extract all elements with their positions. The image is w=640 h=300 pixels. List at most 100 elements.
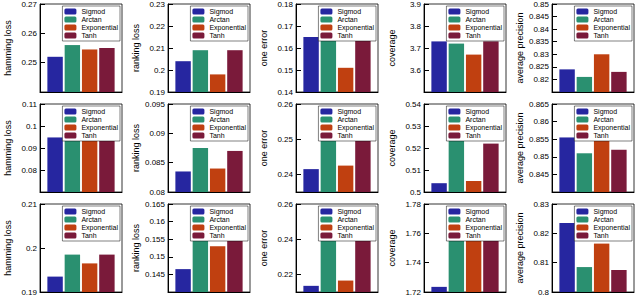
svg-text:0.08: 0.08: [149, 188, 165, 197]
svg-text:0.52: 0.52: [405, 144, 421, 153]
svg-text:average precision: average precision: [515, 112, 525, 183]
svg-text:Tanh: Tanh: [81, 32, 96, 39]
svg-text:0.21: 0.21: [21, 200, 37, 209]
svg-text:ranking loss: ranking loss: [131, 123, 141, 172]
svg-text:0.26: 0.26: [21, 29, 37, 38]
svg-text:hamming loss: hamming loss: [3, 220, 13, 276]
svg-text:Exponential: Exponential: [81, 24, 118, 32]
svg-text:0.09: 0.09: [21, 144, 37, 153]
svg-text:0.27: 0.27: [21, 0, 37, 9]
svg-text:Sigmod: Sigmod: [337, 8, 361, 16]
svg-text:Tanh: Tanh: [209, 232, 224, 239]
svg-text:0.85: 0.85: [533, 0, 549, 9]
svg-text:3.7: 3.7: [410, 44, 422, 53]
svg-text:0.145: 0.145: [145, 270, 166, 279]
svg-text:1.78: 1.78: [405, 200, 421, 209]
svg-text:Exponential: Exponential: [209, 224, 246, 232]
svg-text:Sigmod: Sigmod: [337, 208, 361, 216]
svg-text:Arctan: Arctan: [81, 16, 101, 23]
svg-text:Tanh: Tanh: [81, 232, 96, 239]
svg-text:0.19: 0.19: [149, 88, 165, 97]
svg-text:0.825: 0.825: [529, 62, 550, 71]
svg-text:Tanh: Tanh: [209, 32, 224, 39]
svg-text:Tanh: Tanh: [593, 132, 608, 139]
svg-text:Exponential: Exponential: [337, 24, 374, 32]
svg-text:Arctan: Arctan: [81, 116, 101, 123]
svg-text:Tanh: Tanh: [337, 132, 352, 139]
svg-text:coverage: coverage: [387, 229, 397, 266]
svg-text:0.23: 0.23: [149, 0, 165, 9]
svg-text:0.2: 0.2: [26, 244, 38, 253]
svg-text:0.15: 0.15: [149, 252, 165, 261]
svg-text:3.8: 3.8: [410, 22, 422, 31]
svg-text:Exponential: Exponential: [209, 24, 246, 32]
svg-text:0.25: 0.25: [277, 135, 293, 144]
svg-text:one error: one error: [259, 30, 269, 67]
svg-text:0.085: 0.085: [145, 158, 166, 167]
svg-text:Exponential: Exponential: [465, 24, 502, 32]
svg-text:Arctan: Arctan: [209, 216, 229, 223]
svg-text:Arctan: Arctan: [465, 116, 485, 123]
svg-text:Tanh: Tanh: [209, 132, 224, 139]
svg-text:0.5: 0.5: [410, 188, 422, 197]
svg-text:Sigmod: Sigmod: [81, 8, 105, 16]
svg-text:Sigmod: Sigmod: [593, 8, 617, 16]
svg-text:0.86: 0.86: [533, 117, 549, 126]
svg-text:0.15: 0.15: [277, 66, 293, 75]
svg-text:Sigmod: Sigmod: [209, 8, 233, 16]
svg-text:Arctan: Arctan: [465, 216, 485, 223]
svg-text:Arctan: Arctan: [593, 216, 613, 223]
svg-text:0.18: 0.18: [277, 0, 293, 9]
svg-text:0.82: 0.82: [533, 229, 549, 238]
svg-text:0.165: 0.165: [145, 200, 166, 209]
svg-text:0.08: 0.08: [21, 166, 37, 175]
svg-text:Tanh: Tanh: [465, 32, 480, 39]
svg-text:0.84: 0.84: [533, 25, 549, 34]
svg-text:Tanh: Tanh: [465, 132, 480, 139]
svg-text:0.2: 0.2: [154, 66, 166, 75]
svg-text:Exponential: Exponential: [465, 224, 502, 232]
svg-text:0.835: 0.835: [529, 37, 550, 46]
svg-text:3.9: 3.9: [410, 0, 422, 9]
svg-text:0.83: 0.83: [533, 200, 549, 209]
svg-text:hamming loss: hamming loss: [3, 20, 13, 76]
svg-text:Tanh: Tanh: [593, 32, 608, 39]
svg-text:hamming loss: hamming loss: [3, 120, 13, 176]
svg-text:0.845: 0.845: [529, 12, 550, 21]
svg-text:0.095: 0.095: [145, 100, 166, 109]
svg-text:0.1: 0.1: [26, 122, 38, 131]
svg-text:Tanh: Tanh: [337, 232, 352, 239]
svg-text:0.17: 0.17: [277, 22, 293, 31]
svg-text:ranking loss: ranking loss: [131, 23, 141, 72]
svg-text:Sigmod: Sigmod: [593, 208, 617, 216]
svg-text:ranking loss: ranking loss: [131, 223, 141, 272]
svg-text:Arctan: Arctan: [593, 116, 613, 123]
svg-text:Tanh: Tanh: [593, 232, 608, 239]
svg-text:Arctan: Arctan: [209, 116, 229, 123]
svg-text:0.25: 0.25: [21, 58, 37, 67]
svg-text:Sigmod: Sigmod: [593, 108, 617, 116]
svg-text:Arctan: Arctan: [465, 16, 485, 23]
svg-text:0.81: 0.81: [533, 258, 549, 267]
svg-text:0.16: 0.16: [149, 217, 165, 226]
svg-text:Sigmod: Sigmod: [337, 108, 361, 116]
svg-text:0.85: 0.85: [533, 152, 549, 161]
svg-text:1.72: 1.72: [405, 288, 421, 297]
svg-text:Tanh: Tanh: [337, 32, 352, 39]
svg-text:Sigmod: Sigmod: [81, 108, 105, 116]
svg-text:0.82: 0.82: [533, 75, 549, 84]
svg-text:Sigmod: Sigmod: [465, 108, 489, 116]
svg-text:Tanh: Tanh: [81, 132, 96, 139]
svg-text:1.76: 1.76: [405, 229, 421, 238]
svg-text:3.6: 3.6: [410, 66, 422, 75]
svg-text:one error: one error: [259, 130, 269, 167]
svg-text:Sigmod: Sigmod: [209, 108, 233, 116]
svg-text:Sigmod: Sigmod: [81, 208, 105, 216]
svg-text:Exponential: Exponential: [593, 24, 630, 32]
svg-text:Exponential: Exponential: [337, 224, 374, 232]
svg-text:one error: one error: [259, 230, 269, 267]
svg-text:Sigmod: Sigmod: [465, 208, 489, 216]
svg-text:Exponential: Exponential: [593, 124, 630, 132]
svg-text:Exponential: Exponential: [593, 224, 630, 232]
svg-text:Arctan: Arctan: [593, 16, 613, 23]
